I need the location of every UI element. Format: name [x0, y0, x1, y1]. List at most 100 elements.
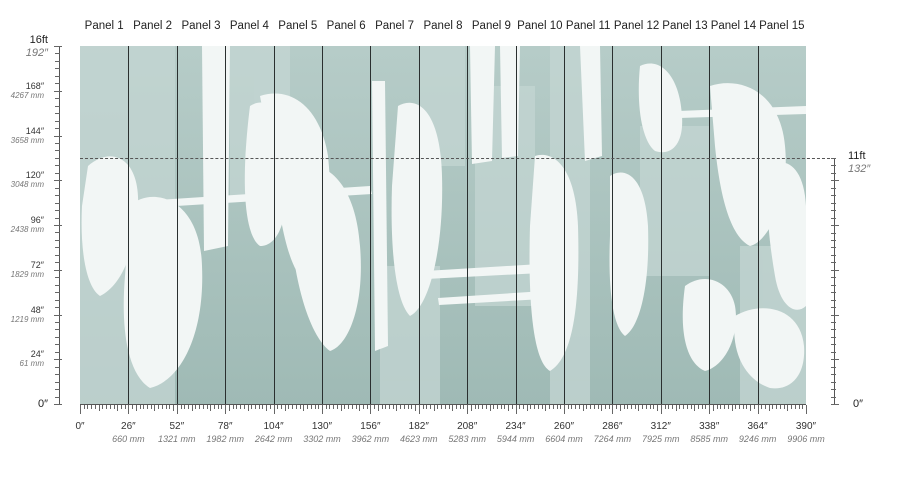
ruler-tick — [511, 405, 513, 409]
ruler-tick — [504, 405, 506, 409]
ruler-tick — [173, 405, 175, 411]
ruler-tick — [55, 172, 60, 174]
vertical-label: 72″ 1829 mm — [10, 259, 44, 279]
ruler-tick — [54, 46, 62, 47]
vertical-label: 96″ 2438 mm — [10, 215, 44, 234]
ruler-tick — [55, 113, 60, 115]
ruler-tick — [318, 405, 320, 409]
ruler-tick — [407, 405, 409, 409]
ruler-tick — [55, 83, 60, 85]
ruler-tick — [496, 405, 498, 409]
ruler-tick — [831, 404, 839, 405]
ruler-tick — [392, 405, 394, 409]
ruler-tick — [55, 105, 60, 107]
ruler-tick — [55, 374, 60, 376]
panel-divider — [370, 46, 372, 404]
ruler-tick — [55, 68, 60, 70]
ruler-tick — [831, 180, 839, 182]
ruler-tick — [54, 135, 62, 137]
ruler-tick — [54, 180, 62, 182]
vertical-label: 144″ 3658 mm — [10, 125, 44, 145]
ruler-tick — [143, 405, 145, 409]
top-height-in: 192″ — [25, 47, 48, 59]
ruler-tick — [604, 405, 606, 409]
ruler-tick — [575, 405, 577, 409]
ruler-tick — [187, 405, 189, 409]
ruler-tick — [831, 307, 836, 309]
ruler-tick — [374, 405, 376, 409]
ruler-tick — [831, 284, 836, 286]
ruler-tick — [55, 292, 60, 294]
ruler-tick — [54, 404, 62, 405]
ruler-tick — [657, 405, 659, 411]
ruler-tick — [783, 405, 785, 409]
ruler-tick — [422, 405, 424, 409]
ruler-tick — [403, 405, 405, 409]
mural-artwork — [80, 46, 806, 404]
ruler-tick — [117, 405, 119, 411]
ruler-tick — [444, 405, 446, 409]
panel-divider — [660, 46, 662, 404]
ruler-tick — [642, 405, 644, 409]
ruler-tick — [776, 405, 778, 409]
ruler-tick — [381, 405, 383, 409]
ruler-tick — [668, 405, 670, 409]
ruler-tick — [545, 405, 547, 411]
ruler-tick — [619, 405, 621, 411]
panel-label: Panel 1 — [84, 20, 124, 32]
ruler-tick — [322, 405, 323, 414]
ruler-tick — [411, 405, 413, 409]
ruler-tick — [806, 405, 807, 414]
ruler-tick — [794, 405, 796, 409]
cut-height-label: 11ft 132″ — [848, 150, 870, 176]
ruler-tick — [537, 405, 539, 409]
ruler-tick — [478, 405, 480, 409]
ruler-tick — [556, 405, 558, 409]
horizontal-label: 182″ 4623 mm — [400, 421, 438, 444]
ruler-tick — [120, 405, 122, 409]
ruler-tick — [135, 405, 137, 411]
ruler-tick — [831, 187, 836, 189]
ruler-tick — [530, 405, 532, 409]
ruler-tick — [523, 405, 525, 409]
ruler-tick — [686, 405, 688, 409]
ruler-tick — [400, 405, 402, 409]
ruler-tick — [55, 284, 60, 286]
ruler-tick — [221, 405, 223, 409]
ruler-tick — [55, 344, 60, 346]
ruler-tick — [396, 405, 398, 411]
ruler-tick — [161, 405, 163, 409]
ruler-tick — [746, 405, 748, 409]
ruler-tick — [593, 405, 595, 409]
ruler-tick — [314, 405, 316, 409]
ruler-tick — [683, 405, 685, 409]
ruler-tick — [232, 405, 234, 409]
ruler-tick — [55, 366, 60, 368]
ruler-tick — [54, 225, 62, 226]
ruler-tick — [616, 405, 618, 409]
ruler-tick — [55, 165, 60, 167]
ruler-tick — [251, 405, 253, 409]
ruler-tick — [474, 405, 476, 409]
ruler-tick — [742, 405, 744, 409]
panel-label: Panel 8 — [423, 20, 463, 32]
ruler-tick — [649, 405, 651, 409]
ruler-tick — [765, 405, 767, 409]
ruler-tick — [55, 53, 60, 55]
ruler-tick — [55, 321, 60, 323]
ruler-tick — [217, 405, 219, 409]
ruler-tick — [724, 405, 726, 409]
ruler-tick — [54, 90, 62, 92]
ruler-tick — [831, 366, 836, 368]
ruler-tick — [735, 405, 737, 409]
ruler-tick — [351, 405, 353, 409]
panel-divider — [418, 46, 420, 404]
ruler-tick — [493, 405, 495, 409]
ruler-tick — [831, 344, 836, 346]
ruler-tick — [519, 405, 521, 409]
brushstroke-artwork — [80, 46, 806, 404]
ruler-tick — [54, 314, 62, 316]
ruler-tick — [355, 405, 357, 409]
ruler-tick — [831, 329, 836, 331]
ruler-tick — [55, 232, 60, 234]
